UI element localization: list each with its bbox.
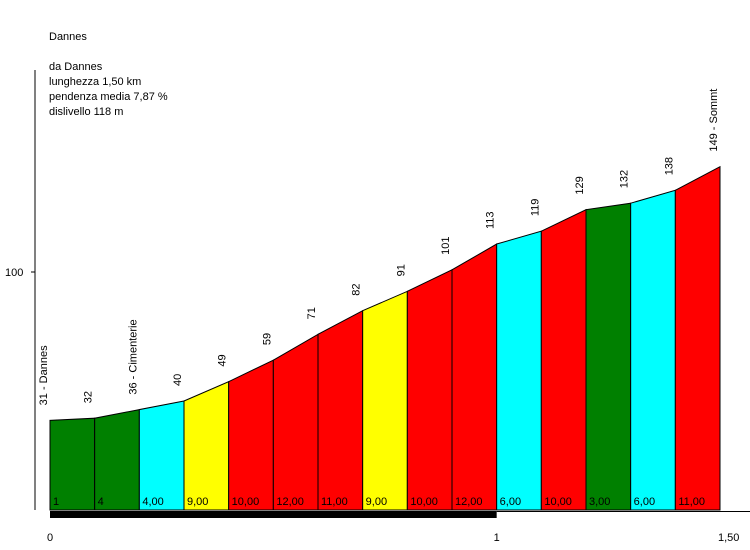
- profile-segment: [496, 230, 542, 511]
- climb-name: Dannes: [49, 31, 87, 43]
- segment-grade-label: 6,00: [634, 496, 655, 508]
- profile-segment: [674, 165, 721, 511]
- segment-grade-label: 9,00: [366, 496, 387, 508]
- profile-segment: [317, 309, 364, 511]
- profile-segment: [183, 380, 230, 511]
- segment-grade-label: 6,00: [500, 496, 521, 508]
- climb-length: lunghezza 1,50 km: [49, 76, 142, 88]
- profile-segment: [94, 408, 140, 511]
- profile-segment: [540, 208, 587, 511]
- climb-start: da Dannes: [49, 61, 103, 73]
- profile-segment: [272, 333, 319, 511]
- segment-grade-label: 10,00: [410, 496, 438, 508]
- segment-grade-label: 11,00: [678, 496, 705, 508]
- altitude-label: 71: [306, 307, 318, 319]
- altitude-label: 149 - Sommt: [708, 89, 720, 152]
- segment-grade-label: 4,00: [142, 496, 163, 508]
- altitude-label: 82: [351, 283, 363, 295]
- altitude-label: 40: [172, 374, 184, 386]
- profile-segment: [362, 290, 408, 511]
- profile-segment: [451, 243, 498, 511]
- profile-segment: [630, 189, 676, 511]
- segment-grade-label: 12,00: [276, 496, 304, 508]
- x-tick-label: 1,50: [718, 532, 739, 544]
- x-tick-label: 1: [494, 532, 500, 544]
- altitude-label: 59: [261, 333, 273, 345]
- profile-segment: [228, 359, 274, 511]
- segment-grade-label: 11,00: [321, 496, 348, 508]
- altitude-label: 113: [485, 212, 497, 230]
- segment-grade-label: 9,00: [187, 496, 208, 508]
- altitude-label: 138: [663, 157, 675, 175]
- climb-average-gradient: pendenza media 7,87 %: [49, 91, 168, 103]
- profile-segment: [585, 202, 632, 511]
- profile-segment: [406, 269, 453, 511]
- segment-grade-label: 10,00: [544, 496, 572, 508]
- profile-segment: [138, 400, 185, 511]
- altitude-label: 101: [440, 236, 452, 254]
- altitude-label: 129: [574, 176, 586, 194]
- altitude-label: 49: [217, 354, 229, 366]
- altitude-label: 132: [619, 170, 631, 188]
- y-tick-label: 100: [5, 267, 23, 279]
- segment-grade-label: 12,00: [455, 496, 483, 508]
- altitude-label: 119: [529, 199, 541, 217]
- segment-grade-label: 1: [53, 496, 59, 508]
- distance-bar-filled: [50, 511, 497, 518]
- segment-grade-label: 10,00: [232, 496, 260, 508]
- segment-grade-label: 4: [98, 496, 104, 508]
- altitude-label: 36 - Cimenterie: [127, 319, 139, 394]
- altitude-label: 91: [395, 264, 407, 276]
- altitude-label: 32: [83, 391, 95, 403]
- climb-elevation-gain: dislivello 118 m: [49, 106, 124, 118]
- segment-grade-label: 3,00: [589, 496, 610, 508]
- x-tick-label: 0: [47, 532, 53, 544]
- altitude-label: 31 - Dannes: [38, 345, 50, 405]
